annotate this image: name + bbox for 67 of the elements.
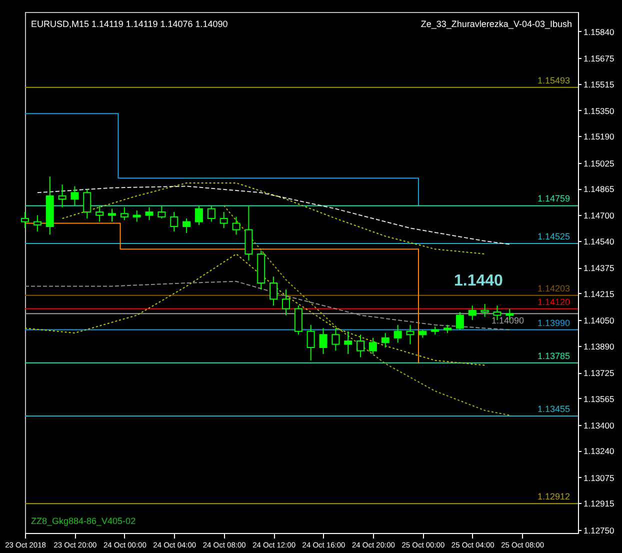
line-series [62, 182, 486, 254]
candlestick [207, 205, 216, 222]
candlestick [182, 218, 191, 234]
y-tick-label: 1.12750 [584, 525, 614, 536]
y-tick-label: 1.15840 [584, 26, 614, 37]
y-tick-label: 1.15025 [584, 158, 614, 168]
y-tick-label: 1.15675 [584, 53, 614, 64]
candlestick [232, 216, 240, 236]
candlestick [194, 205, 203, 226]
candlestick [120, 206, 128, 221]
ref-line-label: 1.14759 [537, 194, 570, 204]
ref-line-label: 1.14203 [537, 283, 570, 294]
candlestick [145, 206, 154, 221]
candlestick [58, 184, 66, 208]
candlestick [158, 205, 166, 219]
y-tick-label: 1.15350 [584, 106, 614, 116]
annotation: Ze_33_Zhuravlerezka_V-04-03_Ibush [420, 19, 572, 29]
ref-line-label: 1.14090 [491, 316, 524, 326]
candlestick [480, 303, 489, 318]
candlestick [294, 305, 302, 336]
y-tick-label: 1.13075 [584, 472, 614, 483]
y-tick-label: 1.14540 [584, 236, 614, 247]
candlestick [33, 214, 42, 232]
candlestick [270, 276, 278, 306]
y-tick-label: 1.14700 [584, 210, 614, 221]
candlestick [132, 210, 141, 222]
candlestick [70, 186, 79, 206]
y-tick-label: 1.13240 [584, 446, 614, 456]
candlestick [356, 334, 365, 358]
candlestick [170, 212, 178, 232]
ref-line-label: 1.14120 [537, 296, 570, 307]
candlestick [282, 288, 290, 316]
candlestick [220, 212, 228, 229]
y-tick-label: 1.14215 [584, 288, 614, 299]
y-tick-label: 1.14050 [584, 316, 614, 326]
candlestick [406, 324, 414, 345]
line-series [36, 186, 510, 245]
y-tick-label: 1.14375 [584, 263, 614, 274]
y-tick-label: 1.13725 [584, 368, 614, 378]
y-tick-label: 1.15190 [584, 132, 614, 142]
candlestick [456, 312, 464, 330]
candlestick [319, 328, 328, 354]
candlestick [468, 305, 476, 321]
y-tick-label: 1.13400 [584, 420, 614, 430]
y-tick-label: 1.13890 [584, 341, 614, 352]
y-tick-label: 1.12915 [584, 498, 614, 509]
ref-line-label: 1.13785 [537, 350, 570, 361]
candlestick [332, 328, 340, 352]
annotation: ZZ8_Gkg884-86_V405-02 [31, 516, 136, 526]
ref-line-label: 1.15493 [537, 75, 570, 86]
candlestick [108, 208, 116, 222]
ref-line-label: 1.12912 [537, 492, 570, 502]
annotation: 1.1440 [454, 272, 504, 290]
ref-line-label: 1.13990 [537, 318, 570, 328]
candlestick [368, 337, 377, 354]
ref-line-label: 1.13455 [537, 404, 570, 414]
candlestick [381, 332, 390, 348]
candlestick [83, 188, 92, 219]
candlestick [344, 330, 352, 354]
candlestick [96, 205, 104, 222]
y-tick-label: 1.15515 [584, 79, 614, 90]
y-tick-label: 1.13565 [584, 394, 614, 404]
text: EURUSD,M15 1.14119 1.14119 1.14076 1.14090 [31, 19, 228, 29]
candlestick [394, 324, 402, 344]
candlestick [306, 324, 315, 361]
y-tick-label: 1.14865 [584, 184, 614, 194]
ref-line-label: 1.14525 [537, 231, 570, 242]
